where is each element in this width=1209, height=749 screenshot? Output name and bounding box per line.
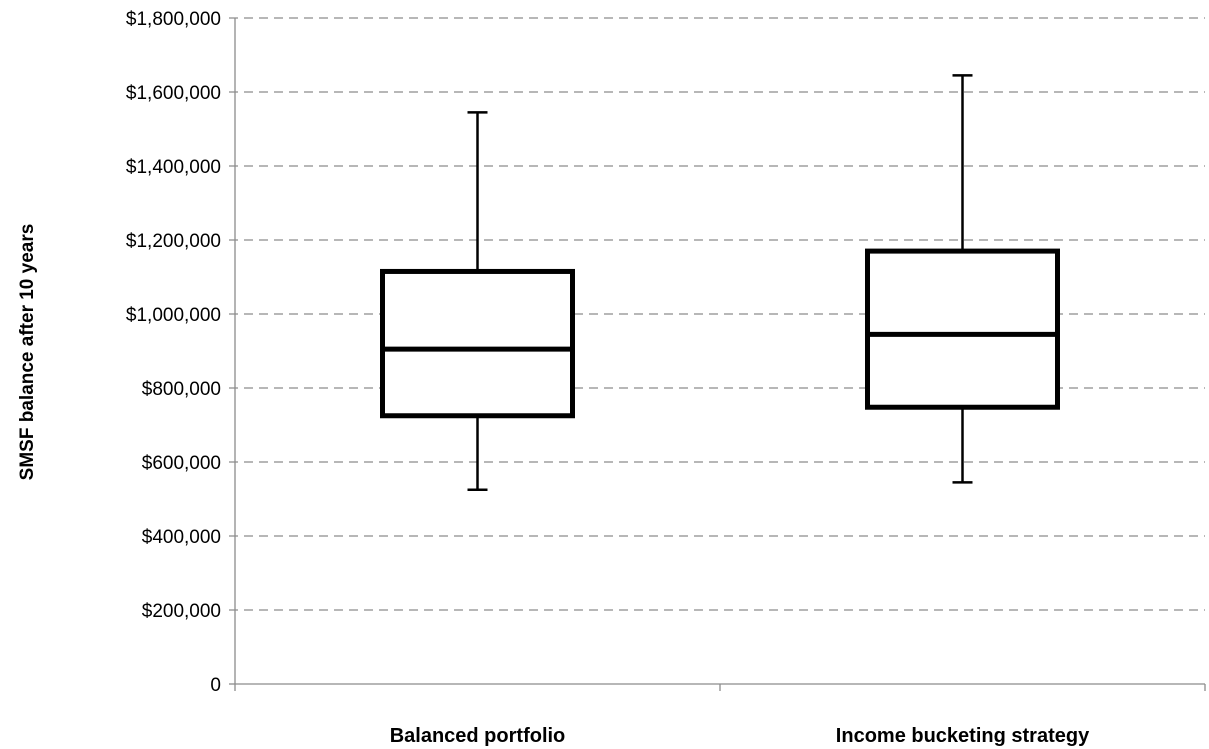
- y-tick-labels: 0 $200,000 $400,000 $600,000 $800,000 $1,000,…: [126, 9, 221, 696]
- y-tick-label: $600,000: [142, 453, 221, 474]
- y-tick-label: $1,600,000: [126, 83, 221, 104]
- y-tick-label: $800,000: [142, 379, 221, 400]
- category-label: Balanced portfolio: [390, 725, 566, 747]
- y-tick-label: $200,000: [142, 601, 221, 622]
- category-labels: Balanced portfolio Income bucketing strat…: [390, 725, 1090, 747]
- axes: [229, 18, 1206, 691]
- boxes: [380, 74, 1060, 491]
- y-tick-label: $1,000,000: [126, 305, 221, 326]
- y-tick-label: $1,800,000: [126, 9, 221, 30]
- interquartile-box: [865, 248, 1060, 410]
- box-1: [380, 111, 575, 491]
- y-tick-label: $1,200,000: [126, 231, 221, 252]
- y-tick-label: $400,000: [142, 527, 221, 548]
- box-2: [865, 74, 1060, 484]
- y-axis-title: SMSF balance after 10 years: [17, 224, 38, 481]
- interquartile-box: [380, 268, 575, 419]
- y-tick-label: $1,400,000: [126, 157, 221, 178]
- category-label: Income bucketing strategy: [836, 725, 1090, 747]
- y-tick-label: 0: [210, 675, 221, 696]
